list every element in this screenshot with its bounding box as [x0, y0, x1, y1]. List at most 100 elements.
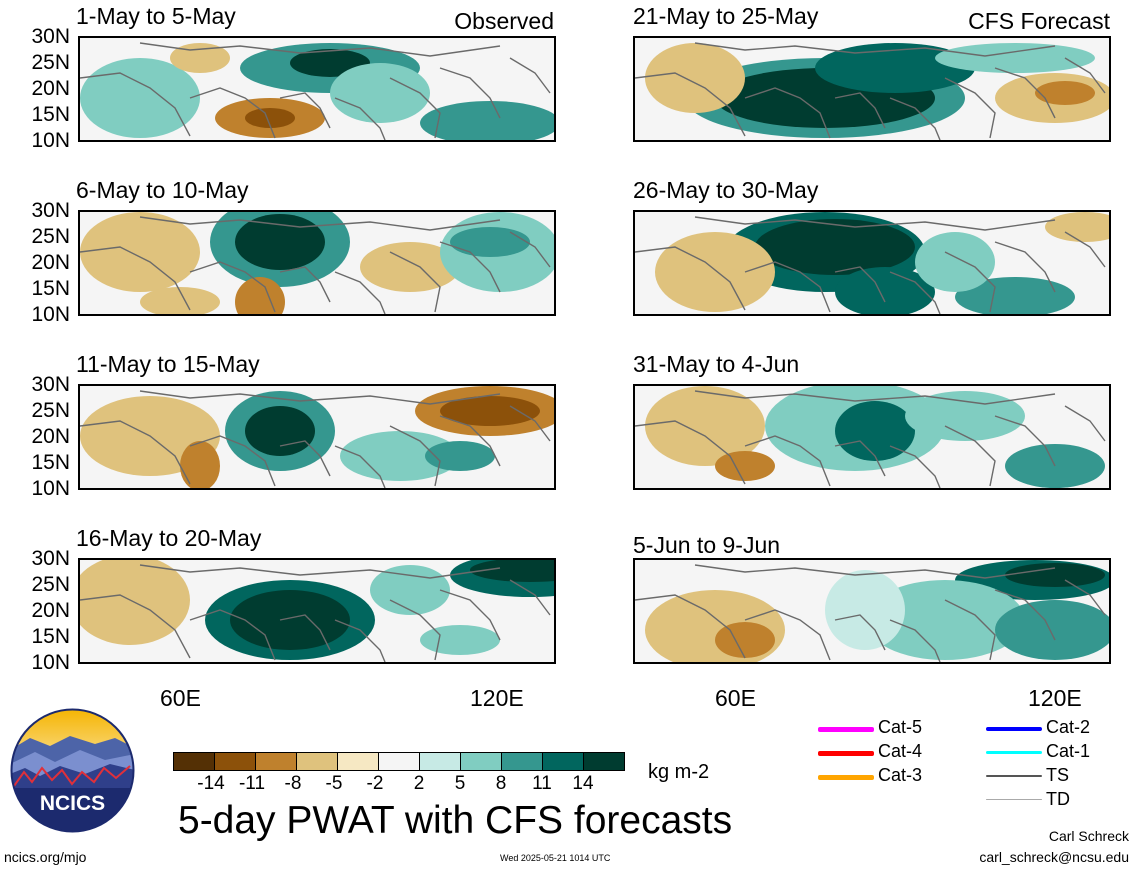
pwat-anomaly-shading [235, 214, 325, 270]
colorbar-tick: 11 [532, 773, 552, 794]
legend-line-td [986, 799, 1042, 800]
timestamp: Wed 2025-05-21 1014 UTC [500, 853, 611, 863]
pwat-anomaly-shading [825, 570, 905, 650]
pwat-anomaly-shading [815, 43, 975, 93]
lat-label: 15N [31, 103, 70, 126]
pwat-anomaly-shading [1005, 563, 1105, 587]
panel-title: 26-May to 30-May [633, 177, 819, 203]
pwat-anomaly-shading [1045, 212, 1109, 242]
pwat-anomaly-shading [470, 560, 554, 582]
panel-title: 31-May to 4-Jun [633, 351, 800, 377]
pwat-anomaly-shading [370, 565, 450, 615]
pwat-anomaly-shading [935, 43, 1095, 73]
legend-label: TD [1046, 789, 1070, 809]
lat-axis: 30N 25N 20N 15N 10N [0, 25, 70, 151]
observed-label: Observed [454, 8, 554, 34]
pwat-anomaly-shading [170, 43, 230, 73]
colorbar-tick: -5 [325, 773, 343, 794]
pwat-anomaly-shading [1035, 81, 1095, 105]
colorbar-swatch [542, 752, 584, 771]
legend-line-ts [986, 775, 1042, 777]
colorbar-swatch [173, 752, 215, 771]
coastline [635, 216, 1106, 314]
map-frame [78, 36, 556, 142]
colorbar-tick: -11 [238, 773, 266, 794]
colorbar-swatch [583, 752, 625, 771]
legend-label: Cat-5 [878, 717, 923, 737]
panel-title: 1-May to 5-May [76, 3, 236, 29]
colorbar-swatch [337, 752, 379, 771]
legend-label: Cat-2 [1046, 717, 1091, 737]
lat-label: 15N [31, 625, 70, 648]
pwat-anomaly-shading [230, 590, 350, 650]
colorbar-tick: 14 [572, 773, 594, 794]
pwat-anomaly-shading [835, 267, 935, 314]
pwat-anomaly-shading [180, 441, 220, 488]
legend-label: Cat-3 [878, 765, 923, 785]
legend-label: Cat-4 [878, 741, 923, 761]
lon-label: 60E [160, 685, 201, 711]
lat-label: 15N [31, 277, 70, 300]
lat-label: 30N [31, 25, 70, 48]
main-title: 5-day PWAT with CFS forecasts [178, 799, 733, 842]
legend-label: Cat-1 [1046, 741, 1091, 761]
pwat-anomaly-shading [440, 396, 540, 426]
colorbar-swatch [378, 752, 420, 771]
forecast-label: CFS Forecast [968, 8, 1110, 34]
pwat-anomaly-shading [80, 212, 200, 292]
lat-axis: 30N 25N 20N 15N 10N [0, 548, 70, 673]
lat-label: 10N [31, 129, 70, 152]
lat-label: 15N [31, 451, 70, 474]
panel-title: 21-May to 25-May [633, 3, 819, 29]
units-label: kg m-2 [648, 761, 710, 783]
colorbar-swatch [255, 752, 297, 771]
pwat-anomaly-shading [420, 625, 500, 655]
pwat-anomaly-shading [245, 108, 295, 128]
pwat-anomaly-shading [450, 227, 530, 257]
legend-line-cat2 [986, 727, 1042, 731]
lon-label: 60E [715, 685, 756, 711]
pwat-anomaly-shading [915, 232, 995, 292]
panel-title: 5-Jun to 9-Jun [633, 532, 781, 558]
author-name: Carl Schreck [1048, 828, 1129, 844]
lat-label: 20N [31, 599, 70, 622]
colorbar-swatch [419, 752, 461, 771]
pwat-anomaly-shading [715, 622, 775, 658]
legend-line-cat4 [818, 751, 874, 756]
pwat-anomaly-shading [140, 287, 220, 314]
pwat-anomaly-shading [715, 451, 775, 481]
lat-label: 25N [31, 399, 70, 422]
website-link[interactable]: ncics.org/mjo [4, 849, 87, 865]
colorbar-swatch [214, 752, 256, 771]
pwat-anomaly-shading [245, 406, 315, 456]
lat-label: 10N [31, 651, 70, 674]
colorbar-tick: -8 [284, 773, 302, 794]
lat-label: 30N [31, 199, 70, 222]
colorbar-tick: 5 [454, 773, 466, 794]
legend-line-cat3 [818, 775, 874, 780]
legend-line-cat1 [986, 751, 1042, 754]
map-frame [78, 210, 556, 316]
lat-label: 25N [31, 51, 70, 74]
coastline [635, 42, 1106, 140]
lat-label: 10N [31, 477, 70, 500]
coastline [80, 564, 551, 662]
map-frame [633, 558, 1111, 664]
lat-axis: 30N 25N 20N 15N 10N [0, 199, 70, 325]
pwat-anomaly-shading [80, 58, 200, 138]
colorbar-swatch [501, 752, 543, 771]
lat-label: 30N [31, 373, 70, 396]
colorbar-swatch [296, 752, 338, 771]
panel-title: 6-May to 10-May [76, 177, 249, 203]
legend-line-cat5 [818, 727, 874, 732]
colorbar-tick: -14 [197, 773, 225, 794]
colorbar-tick: 8 [495, 773, 507, 794]
author-email[interactable]: carl_schreck@ncsu.edu [979, 849, 1129, 865]
colorbar-tick: 2 [413, 773, 425, 794]
map-frame [633, 36, 1111, 142]
pwat-anomaly-shading [340, 431, 460, 481]
pwat-anomaly-shading [655, 232, 775, 312]
coastline [635, 390, 1106, 488]
pwat-anomaly-shading [905, 391, 1025, 441]
